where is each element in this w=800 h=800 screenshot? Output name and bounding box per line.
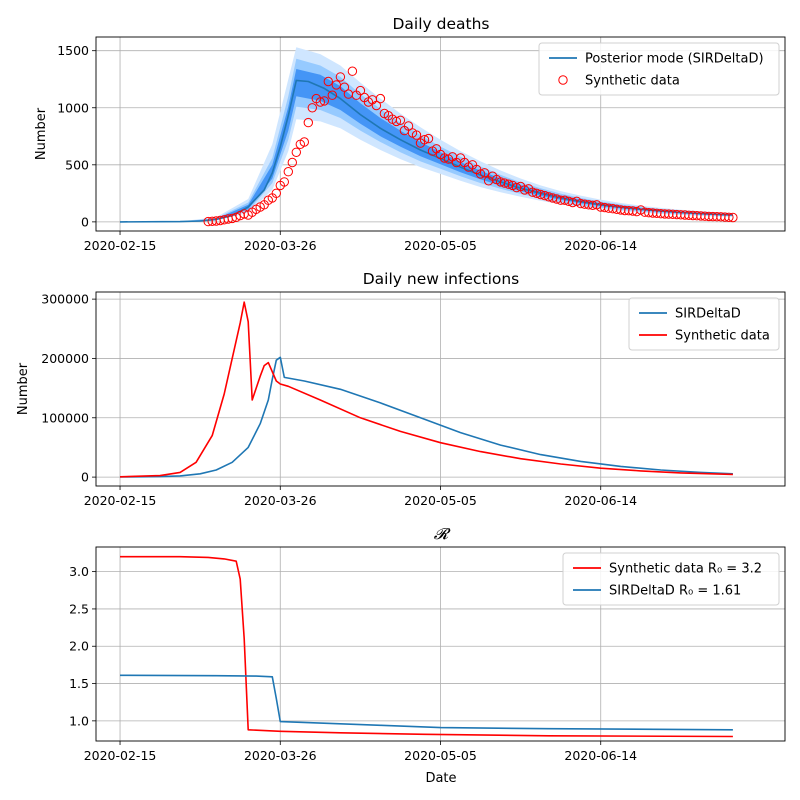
series-lines (119, 79, 733, 223)
x-tick-label: 2020-05-05 (404, 748, 477, 763)
y-tick-label: 200000 (41, 351, 89, 366)
x-tick-label: 2020-02-15 (84, 493, 157, 508)
series-line-1 (119, 79, 733, 223)
x-ticks: 2020-02-15 2020-03-26 2020-05-05 2020-06-14 (84, 741, 637, 763)
x-tick-label: 2020-06-14 (564, 493, 637, 508)
series-lines (119, 301, 733, 478)
data-point (315, 97, 325, 107)
x-ticks: 2020-02-15 2020-03-26 2020-05-05 2020-06-14 (84, 486, 637, 508)
series-line-1 (119, 356, 733, 478)
legend-label: Posterior mode (SIRDeltaD) (585, 52, 764, 67)
legend: SIRDeltaD Synthetic data (628, 297, 780, 351)
data-point (479, 168, 490, 178)
legend-label: Synthetic data (585, 74, 680, 89)
data-point (303, 117, 313, 128)
data-point (423, 133, 434, 144)
credible-bands (180, 47, 733, 222)
panel-title: 𝓡 (434, 525, 451, 543)
x-tick-label: 2020-03-26 (244, 493, 317, 508)
x-tick-label: 2020-02-15 (84, 238, 157, 253)
y-tick-label: 1500 (57, 43, 89, 58)
data-point (279, 177, 289, 187)
legend-label: SIRDeltaD (675, 307, 741, 322)
data-point (371, 100, 382, 111)
x-axis-label: Date (425, 771, 456, 786)
legend-marker (558, 75, 568, 85)
legend-label: SIRDeltaD R₀ = 1.61 (609, 584, 741, 599)
data-point (728, 212, 738, 223)
y-tick-label: 3.0 (69, 564, 89, 579)
y-tick-label: 2.0 (69, 639, 89, 654)
data-point (339, 82, 350, 92)
data-point (327, 90, 337, 100)
data-point (347, 66, 358, 76)
legend-label: Synthetic data (675, 329, 770, 344)
data-point (419, 135, 430, 145)
data-point (227, 213, 237, 224)
x-tick-label: 2020-05-05 (404, 238, 477, 253)
data-point (291, 147, 301, 158)
data-point (411, 130, 422, 140)
x-tick-label: 2020-03-26 (244, 748, 317, 763)
series-lines (119, 555, 733, 738)
data-point (724, 212, 734, 223)
y-axis-label: Number (16, 362, 31, 415)
data-point (307, 103, 317, 113)
data-point (403, 121, 414, 131)
y-ticks: 1.0 1.5 2.0 2.5 3.0 (69, 564, 96, 728)
series-line-2 (119, 674, 733, 731)
data-point (283, 167, 293, 177)
y-tick-label: 1000 (57, 100, 89, 115)
legend: Synthetic data R₀ = 3.2 SIRDeltaD R₀ = 1.… (562, 552, 780, 606)
x-tick-label: 2020-02-15 (84, 748, 157, 763)
legend-box (562, 552, 780, 606)
reproduction-number-panel: 𝓡 1.01.52.02.53.0 2020-02-15 2020-03-26 20… (69, 525, 786, 786)
data-point (287, 157, 297, 168)
x-tick-label: 2020-03-26 (244, 238, 317, 253)
grid (96, 547, 785, 741)
scatter-points (203, 66, 738, 227)
y-tick-label: 500 (65, 157, 89, 172)
x-tick-label: 2020-06-14 (564, 748, 637, 763)
data-point (375, 93, 386, 104)
daily-infections-panel: Daily new infections 0 100000 200000 300000… (16, 270, 786, 508)
y-axis-label: Number (34, 107, 49, 160)
y-tick-label: 1.0 (69, 713, 89, 728)
data-point (231, 212, 241, 223)
legend-box (538, 42, 780, 96)
legend-label: Synthetic data R₀ = 3.2 (609, 562, 762, 577)
series-line-1 (120, 555, 733, 738)
y-ticks: 0 100000 200000 300000 (41, 292, 96, 485)
x-ticks: 2020-02-15 2020-03-26 2020-05-05 2020-06-14 (84, 231, 637, 253)
x-tick-label: 2020-06-14 (564, 238, 637, 253)
data-point (503, 179, 514, 189)
y-tick-label: 300000 (41, 292, 89, 307)
data-point (299, 137, 309, 147)
x-tick-label: 2020-05-05 (404, 493, 477, 508)
data-point (319, 96, 329, 106)
y-tick-label: 1.5 (69, 676, 89, 691)
y-tick-label: 0 (81, 214, 89, 229)
data-point (391, 116, 402, 127)
y-ticks: 0 500 1000 1500 (57, 43, 96, 229)
data-point (395, 115, 406, 126)
data-point (355, 85, 366, 96)
panel-title: Daily new infections (363, 270, 520, 288)
y-tick-label: 100000 (41, 410, 89, 425)
data-point (323, 76, 333, 87)
series-line-2 (119, 301, 733, 478)
y-tick-label: 2.5 (69, 601, 89, 616)
panel-title: Daily deaths (393, 15, 490, 33)
data-point (475, 169, 486, 179)
data-point (335, 72, 346, 82)
legend-box (628, 297, 780, 351)
data-point (271, 188, 281, 199)
legend: Posterior mode (SIRDeltaD) Synthetic data (538, 42, 780, 96)
y-tick-label: 0 (81, 470, 89, 485)
